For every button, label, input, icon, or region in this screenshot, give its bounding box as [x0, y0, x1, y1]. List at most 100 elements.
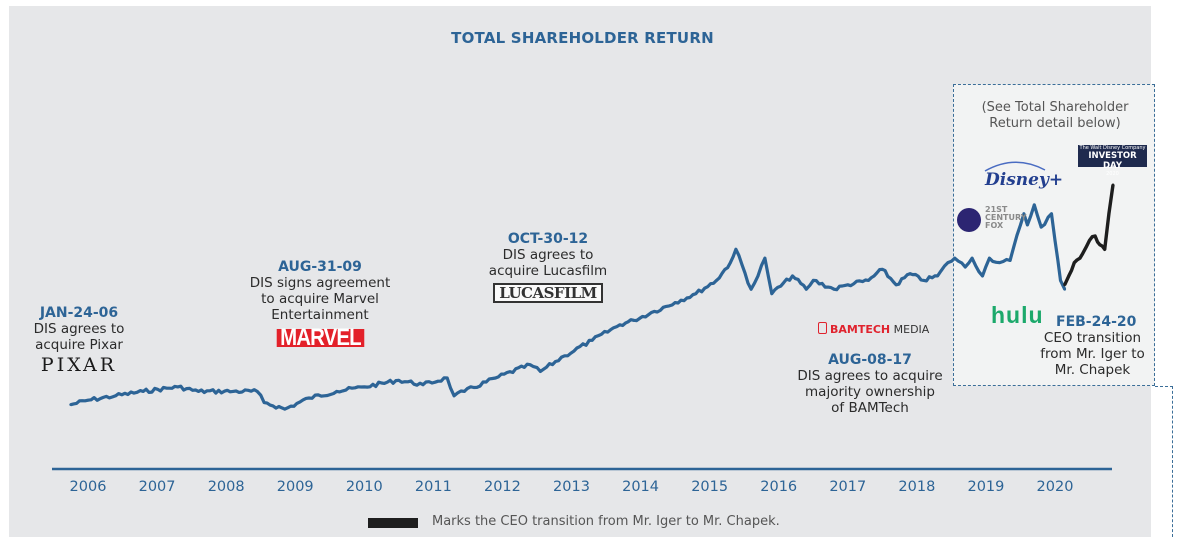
- iger-data-point: [445, 376, 449, 380]
- iger-data-point: [894, 283, 898, 287]
- iger-data-point: [652, 310, 656, 313]
- annotation-line: acquire Lucasfilm: [488, 263, 608, 279]
- annotation-line: DIS agrees to: [33, 321, 125, 337]
- iger-data-point: [673, 301, 677, 304]
- x-tick-label: 2009: [277, 479, 314, 495]
- x-tick-label: 2006: [70, 479, 107, 495]
- chapek-data-point: [1093, 234, 1097, 238]
- annotation-line: of BAMTech: [831, 400, 909, 416]
- iger-data-point: [970, 256, 974, 260]
- annotation-line: acquire Pixar: [35, 337, 123, 353]
- detail-note-line: Return detail below): [989, 116, 1121, 131]
- iger-data-point: [694, 292, 698, 296]
- iger-data-point: [880, 267, 884, 271]
- series-chapek-line: [1063, 184, 1115, 286]
- disney-plus-text: Disney+: [985, 170, 1064, 190]
- x-tick-label: 2011: [415, 479, 452, 495]
- iger-data-point: [1019, 223, 1022, 227]
- annotation-line: Entertainment: [271, 307, 369, 323]
- x-tick-label: 2014: [622, 479, 659, 495]
- iger-data-point: [804, 287, 808, 291]
- chapek-data-point: [1111, 183, 1115, 187]
- iger-data-point: [463, 389, 466, 393]
- iger-data-point: [1053, 239, 1057, 242]
- iger-data-point: [1063, 287, 1067, 291]
- annotation-line: Mr. Chapek: [1054, 362, 1131, 378]
- x-tick-label: 2012: [484, 479, 521, 495]
- disney-plus-arc-icon: [984, 161, 1046, 172]
- x-tick-label: 2018: [898, 479, 935, 495]
- iger-data-point: [1032, 203, 1036, 207]
- iger-data-point: [987, 256, 991, 260]
- x-tick-label: 2016: [760, 479, 797, 495]
- detail-note-line: (See Total Shareholder: [981, 100, 1129, 115]
- iger-data-point: [452, 394, 456, 398]
- fox-text: 21ST CENTURY FOX: [985, 206, 1027, 230]
- iger-data-point: [114, 394, 118, 398]
- iger-data-point: [141, 389, 145, 393]
- iger-data-point: [590, 338, 594, 342]
- investor-day-year: 2020: [1106, 171, 1119, 177]
- hulu-logo: hulu: [991, 302, 1044, 328]
- iger-data-point: [528, 363, 532, 367]
- investor-day-main: INVESTOR DAY: [1088, 151, 1137, 171]
- iger-data-point: [728, 261, 732, 264]
- annotation-date: JAN-24-06: [39, 305, 119, 321]
- iger-data-point: [846, 283, 850, 287]
- annotation-date: OCT-30-12: [507, 231, 589, 247]
- marvel-logo: MARVEL: [276, 326, 364, 350]
- series-points: [69, 183, 1115, 411]
- chapek-data-point: [1063, 283, 1067, 287]
- annotation-ceo-transition: FEB-24-20 CEO transition from Mr. Iger t…: [1030, 314, 1155, 378]
- disney-plus-logo: Disney+: [984, 161, 1064, 190]
- iger-data-point: [397, 378, 401, 382]
- fox-emblem-icon: [957, 208, 981, 232]
- iger-data-point: [197, 389, 200, 393]
- x-tick-label: 2015: [691, 479, 728, 495]
- iger-data-point: [69, 403, 73, 407]
- chapek-data-point: [1098, 243, 1102, 247]
- iger-data-point: [1050, 212, 1053, 216]
- legend-swatch: [368, 518, 418, 528]
- annotation-line: from Mr. Iger to: [1040, 346, 1145, 362]
- chart-title: TOTAL SHAREHOLDER RETURN: [451, 29, 714, 47]
- iger-data-point: [1008, 258, 1012, 262]
- iger-data-point: [283, 407, 287, 411]
- iger-data-point: [936, 274, 939, 278]
- iger-data-point: [908, 272, 912, 276]
- iger-data-point: [832, 287, 836, 291]
- iger-data-point: [1025, 223, 1029, 227]
- iger-data-point: [715, 278, 718, 282]
- annotation-date: AUG-08-17: [828, 352, 912, 368]
- fox-line: FOX: [985, 221, 1004, 230]
- annotation-pixar: JAN-24-06 DIS agrees to acquire Pixar PI…: [24, 305, 134, 375]
- investor-day-top: The Walt Disney Company: [1079, 145, 1146, 151]
- iger-data-point: [756, 274, 760, 278]
- annotation-date: FEB-24-20: [1056, 314, 1137, 330]
- annotation-line: DIS agrees to: [502, 247, 594, 263]
- iger-data-point: [922, 278, 926, 282]
- iger-data-point: [632, 318, 636, 322]
- chapek-data-point: [1103, 247, 1107, 251]
- iger-data-point: [963, 265, 967, 269]
- chapek-data-point: [1072, 261, 1076, 264]
- x-tick-label: 2013: [553, 479, 590, 495]
- iger-data-point: [811, 278, 815, 282]
- iger-data-point: [307, 396, 311, 400]
- iger-data-point: [421, 383, 425, 387]
- iger-data-point: [946, 261, 950, 264]
- detail-connector-dashes: [1155, 386, 1173, 537]
- iger-data-point: [981, 274, 984, 278]
- iger-data-point: [998, 261, 1002, 264]
- chapek-data-point: [1081, 252, 1085, 256]
- iger-data-point: [749, 287, 753, 291]
- iger-data-point: [231, 389, 235, 393]
- iger-data-point: [734, 247, 738, 251]
- bamtech-media-text: MEDIA: [890, 323, 930, 336]
- annotation-line: DIS agrees to acquire: [797, 368, 943, 384]
- iger-data-point: [1039, 225, 1043, 229]
- lucasfilm-logo: LUCASFILM: [493, 283, 603, 303]
- iger-data-point: [362, 385, 366, 389]
- annotation-line: to acquire Marvel: [261, 291, 379, 307]
